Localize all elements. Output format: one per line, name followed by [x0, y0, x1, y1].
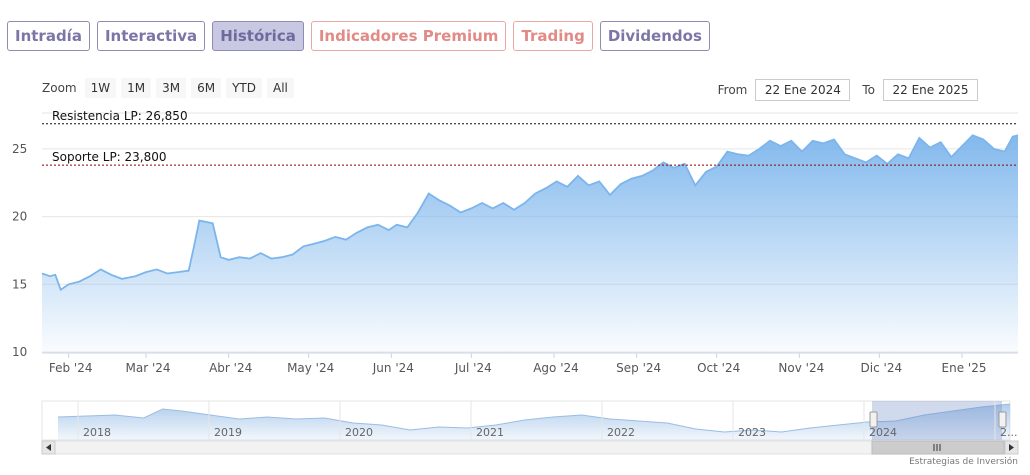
scroll-right-arrow-icon — [1009, 444, 1014, 451]
navigator-handle[interactable] — [998, 411, 1007, 428]
navigator-year-label: 2020 — [345, 426, 373, 439]
y-tick-label: 25 — [12, 142, 27, 156]
y-tick-label: 20 — [12, 210, 27, 224]
y-tick-label: 10 — [12, 345, 27, 359]
tab-histórica[interactable]: Histórica — [212, 21, 304, 51]
zoom-6m-button[interactable]: 6M — [191, 78, 222, 98]
navigator-year-label: 2023 — [738, 426, 766, 439]
x-tick-label: Jul '24 — [454, 361, 492, 375]
tab-trading[interactable]: Trading — [513, 21, 593, 51]
zoom-ytd-button[interactable]: YTD — [226, 78, 262, 98]
x-tick-label: Ago '24 — [533, 361, 579, 375]
x-tick-label: Oct '24 — [697, 361, 740, 375]
support-label: Soporte LP: 23,800 — [52, 150, 167, 164]
x-tick-label: Dic '24 — [861, 361, 903, 375]
price-area — [42, 135, 1018, 352]
to-date-input[interactable] — [883, 79, 978, 101]
navigator-year-label: 2... — [1000, 426, 1018, 439]
zoom-label: Zoom — [42, 81, 77, 95]
chart-type-tabs: Intradía Interactiva Histórica Indicadores … — [7, 21, 710, 51]
y-tick-label: 15 — [12, 277, 27, 291]
navigator-area — [58, 404, 1010, 440]
navigator-year-label: 2021 — [476, 426, 504, 439]
x-tick-label: Jun '24 — [372, 361, 414, 375]
from-date-input[interactable] — [755, 79, 851, 101]
zoom-3m-button[interactable]: 3M — [156, 78, 187, 98]
scrollbar-thumb[interactable] — [871, 440, 1005, 455]
x-tick-label: Mar '24 — [125, 361, 170, 375]
resistance-label: Resistencia LP: 26,850 — [52, 109, 188, 123]
zoom-1w-button[interactable]: 1W — [84, 78, 117, 98]
tab-intradía[interactable]: Intradía — [7, 21, 90, 51]
from-label: From — [717, 83, 748, 97]
navigator-line — [57, 403, 1011, 433]
navigator-handle[interactable] — [869, 411, 878, 428]
zoom-all-button[interactable]: All — [267, 78, 294, 98]
tab-indicadores-premium[interactable]: Indicadores Premium — [310, 21, 507, 51]
tab-interactiva[interactable]: Interactiva — [96, 21, 206, 51]
x-tick-label: May '24 — [287, 361, 334, 375]
x-tick-label: Nov '24 — [778, 361, 824, 375]
x-tick-label: Abr '24 — [209, 361, 252, 375]
zoom-selector: Zoom 1W 1M 3M 6M YTD All — [42, 78, 294, 98]
x-tick-label: Ene '25 — [942, 361, 987, 375]
to-label: To — [862, 83, 875, 97]
x-tick-label: Feb '24 — [49, 361, 93, 375]
credit-text: Estrategias de Inversión — [909, 457, 1018, 467]
price-line — [41, 134, 1019, 292]
navigator-year-label: 2018 — [83, 426, 111, 439]
tab-dividendos[interactable]: Dividendos — [599, 21, 710, 51]
navigator-year-label: 2022 — [607, 426, 635, 439]
x-tick-label: Sep '24 — [616, 361, 661, 375]
scroll-left-arrow-icon — [46, 444, 51, 451]
navigator-selection[interactable] — [872, 401, 1002, 440]
navigator-year-label: 2024 — [869, 426, 897, 439]
zoom-1m-button[interactable]: 1M — [121, 78, 152, 98]
date-range-selector: From To — [718, 79, 978, 101]
navigator-year-label: 2019 — [214, 426, 242, 439]
